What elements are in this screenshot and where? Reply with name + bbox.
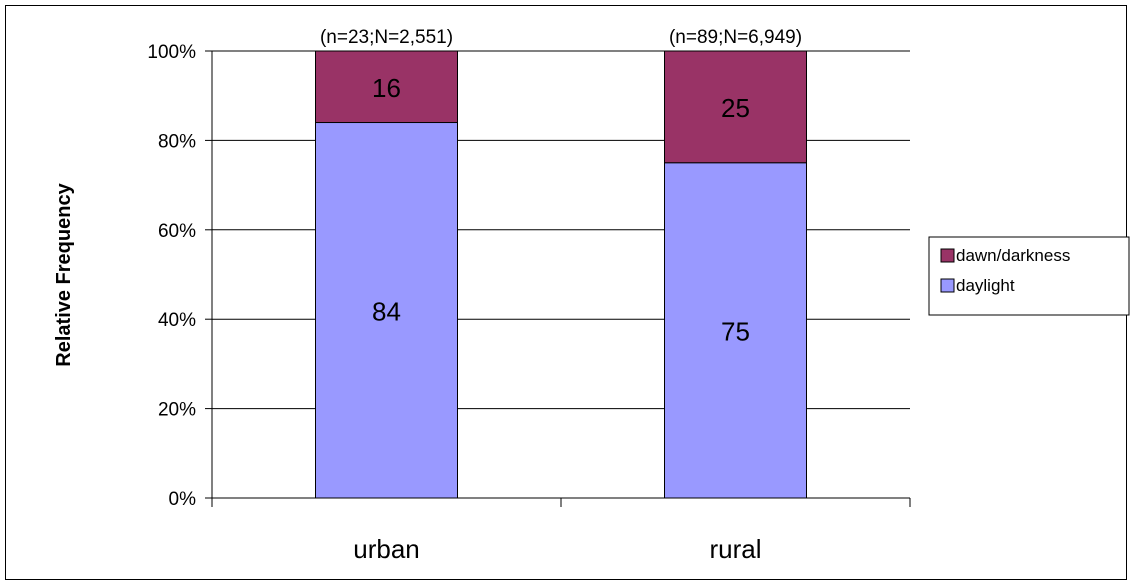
x-tick-label: urban bbox=[353, 534, 420, 564]
labels: 0% 20% 40% 60% 80% 100% 84 16 (n=23;N=2,551) urba… bbox=[147, 27, 802, 564]
y-tick-label: 40% bbox=[158, 310, 196, 331]
bar-segment bbox=[315, 122, 458, 499]
category-annotation: (n=23;N=2,551) bbox=[320, 27, 453, 48]
legend-swatch bbox=[940, 248, 955, 263]
data-label: 16 bbox=[372, 73, 401, 103]
legend-swatch bbox=[940, 278, 955, 293]
y-tick-label: 80% bbox=[158, 131, 196, 152]
axes bbox=[205, 50, 911, 507]
y-tick-label: 60% bbox=[158, 221, 196, 242]
x-tick-label: rural bbox=[709, 534, 761, 564]
bar-segment bbox=[664, 50, 807, 164]
category-annotation: (n=89;N=6,949) bbox=[669, 27, 802, 48]
data-label: 25 bbox=[721, 93, 750, 123]
data-label: 84 bbox=[372, 296, 401, 326]
legend: dawn/darkness daylight bbox=[928, 236, 1130, 316]
y-tick-label: 20% bbox=[158, 400, 196, 421]
legend-box bbox=[928, 236, 1130, 316]
y-tick-label: 100% bbox=[147, 42, 196, 63]
data-label: 75 bbox=[721, 316, 750, 346]
y-axis-label: Relative Frequency bbox=[53, 182, 75, 366]
bar-segment bbox=[315, 50, 458, 124]
y-tick-label: 0% bbox=[169, 489, 197, 510]
legend-label: dawn/darkness bbox=[956, 246, 1070, 265]
bars bbox=[315, 50, 807, 499]
legend-label: daylight bbox=[956, 276, 1015, 295]
